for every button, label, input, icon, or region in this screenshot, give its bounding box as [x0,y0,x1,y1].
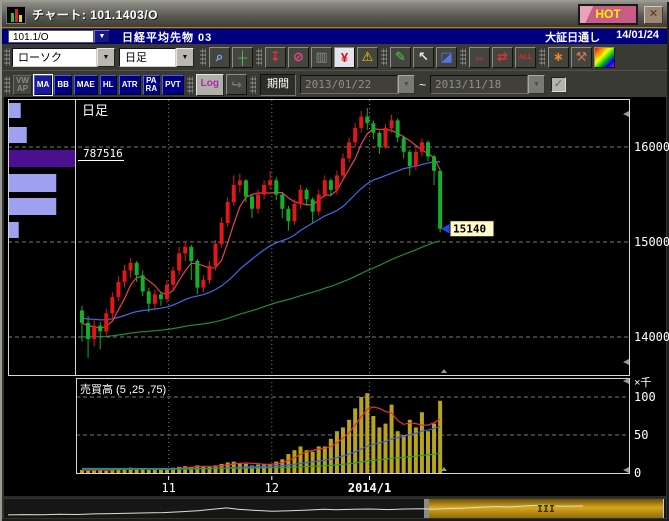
yen-scale-icon[interactable]: ¥ [334,46,355,68]
bb-button[interactable]: BB [54,74,72,95]
toolbar-grip [256,48,262,66]
svg-text:0: 0 [634,466,641,480]
svg-text:12: 12 [265,481,279,495]
date-label: 14/01/24 [616,28,659,41]
alert-icon[interactable]: ⚠ [357,46,378,68]
toolbar-grip [4,75,10,94]
pattern-icon[interactable]: ∗ [548,46,569,68]
svg-text:×千: ×千 [634,376,651,389]
period-button[interactable]: 期間 [260,73,296,96]
toolbar-grip [460,48,466,66]
para-button[interactable]: PA RA [142,74,161,95]
symbol-combo-value[interactable]: 101.1/O [8,30,94,43]
date-range-tilde: ~ [419,77,427,92]
instrument-name: 日経平均先物 03 [122,31,213,44]
zoom-icon[interactable]: ⌕ [209,46,230,68]
apply-arrow-icon: ↪ [226,74,247,95]
pvt-button[interactable]: PVT [162,74,184,95]
volume-pane-label: 売買高 (5 ,25 ,75) [80,382,166,396]
svg-text:16000: 16000 [634,140,669,154]
vwap-button: VW AP [13,74,32,95]
close-icon[interactable]: ✕ [644,5,663,24]
svg-text:2014/1: 2014/1 [348,481,391,495]
widen-bars-icon[interactable]: ⇔ [469,46,490,68]
chevron-down-icon[interactable]: ▼ [94,30,110,43]
toolbar-grip [186,75,193,94]
toolbar-grip [4,48,10,66]
timeframe-combo[interactable]: 日足 ▼ [119,47,194,67]
timeframe-value[interactable]: 日足 [119,47,176,67]
date-from-value: 2013/01/22 [300,75,398,94]
bar-chart-icon: ▥ [311,46,332,68]
svg-text:15000: 15000 [634,235,669,249]
circled-2-off-icon[interactable]: ⊘ [288,46,309,68]
chevron-down-icon[interactable]: ▼ [176,47,194,67]
narrow-bars-icon[interactable]: ⇄ [492,46,513,68]
chevron-down-icon: ▼ [398,75,415,94]
symbol-combo[interactable]: 101.1/O ▼ [8,30,110,43]
date-from-combo: 2013/01/22 ▼ [300,75,415,94]
select-cursor-icon[interactable]: ↖ [413,46,434,68]
svg-text:50: 50 [634,428,648,442]
show-all-icon[interactable]: ALL [515,46,536,68]
atr-button[interactable]: ATR [118,74,141,95]
toolbar-grip [381,48,387,66]
eraser-icon[interactable]: ◪ [436,46,457,68]
date-to-value: 2013/11/18 [430,75,529,94]
chevron-down-icon: ▼ [528,75,546,94]
hl-button[interactable]: HL [99,74,117,95]
main-toolbar: ローソク ▼ 日足 ▼ ⌕ ┼ ↧ ⊘ ▥ ¥ ⚠ ✎ ↖ ◪ ⇔ ⇄ ALL ∗ ⚒ [2,44,667,70]
period-checkbox[interactable]: ✓ [551,77,567,92]
mae-button[interactable]: MAE [73,74,98,95]
instrument-bar: 101.1/O ▼ 日経平均先物 03 大証日通し 14/01/24 [2,29,667,44]
log-scale-button[interactable]: Log [195,73,224,96]
crosshair-icon[interactable]: ┼ [232,46,253,68]
session-label: 大証日通し [545,31,601,44]
navigator-grip: III [537,504,555,515]
data-download-icon[interactable]: ↧ [265,46,286,68]
svg-text:100: 100 [634,390,656,404]
chart-type-value[interactable]: ローソク [12,47,97,67]
date-to-combo: 2013/11/18 ▼ [430,75,546,94]
title-bar: チャート: 101.1403/O HOT ✕ [2,2,667,28]
toolbar-grip [200,48,206,66]
pane-label: 日足 [82,103,108,118]
chevron-down-icon[interactable]: ▼ [97,47,115,67]
ma-button[interactable]: MA [33,74,53,95]
svg-text:14000: 14000 [634,330,669,344]
svg-text:11: 11 [161,481,175,495]
volume-profile-value: 787516 [83,147,123,160]
navigator-visible-range [429,499,663,518]
app-icon [6,5,26,24]
window-title: チャート: 101.1403/O [32,8,158,22]
draw-pen-icon[interactable]: ✎ [390,46,411,68]
indicator-toolbar: VW AP MA BB MAE HL ATR PA RA PVT Log ↪ 期間 2013/… [2,70,667,98]
toolbar-grip [539,48,545,66]
last-price-label: 15140 [453,223,486,236]
palette-icon[interactable] [594,46,615,68]
settings-tools-icon[interactable]: ⚒ [571,46,592,68]
toolbar-grip [250,75,256,94]
hot-badge: HOT [578,4,638,25]
chart-type-combo[interactable]: ローソク ▼ [12,47,115,67]
